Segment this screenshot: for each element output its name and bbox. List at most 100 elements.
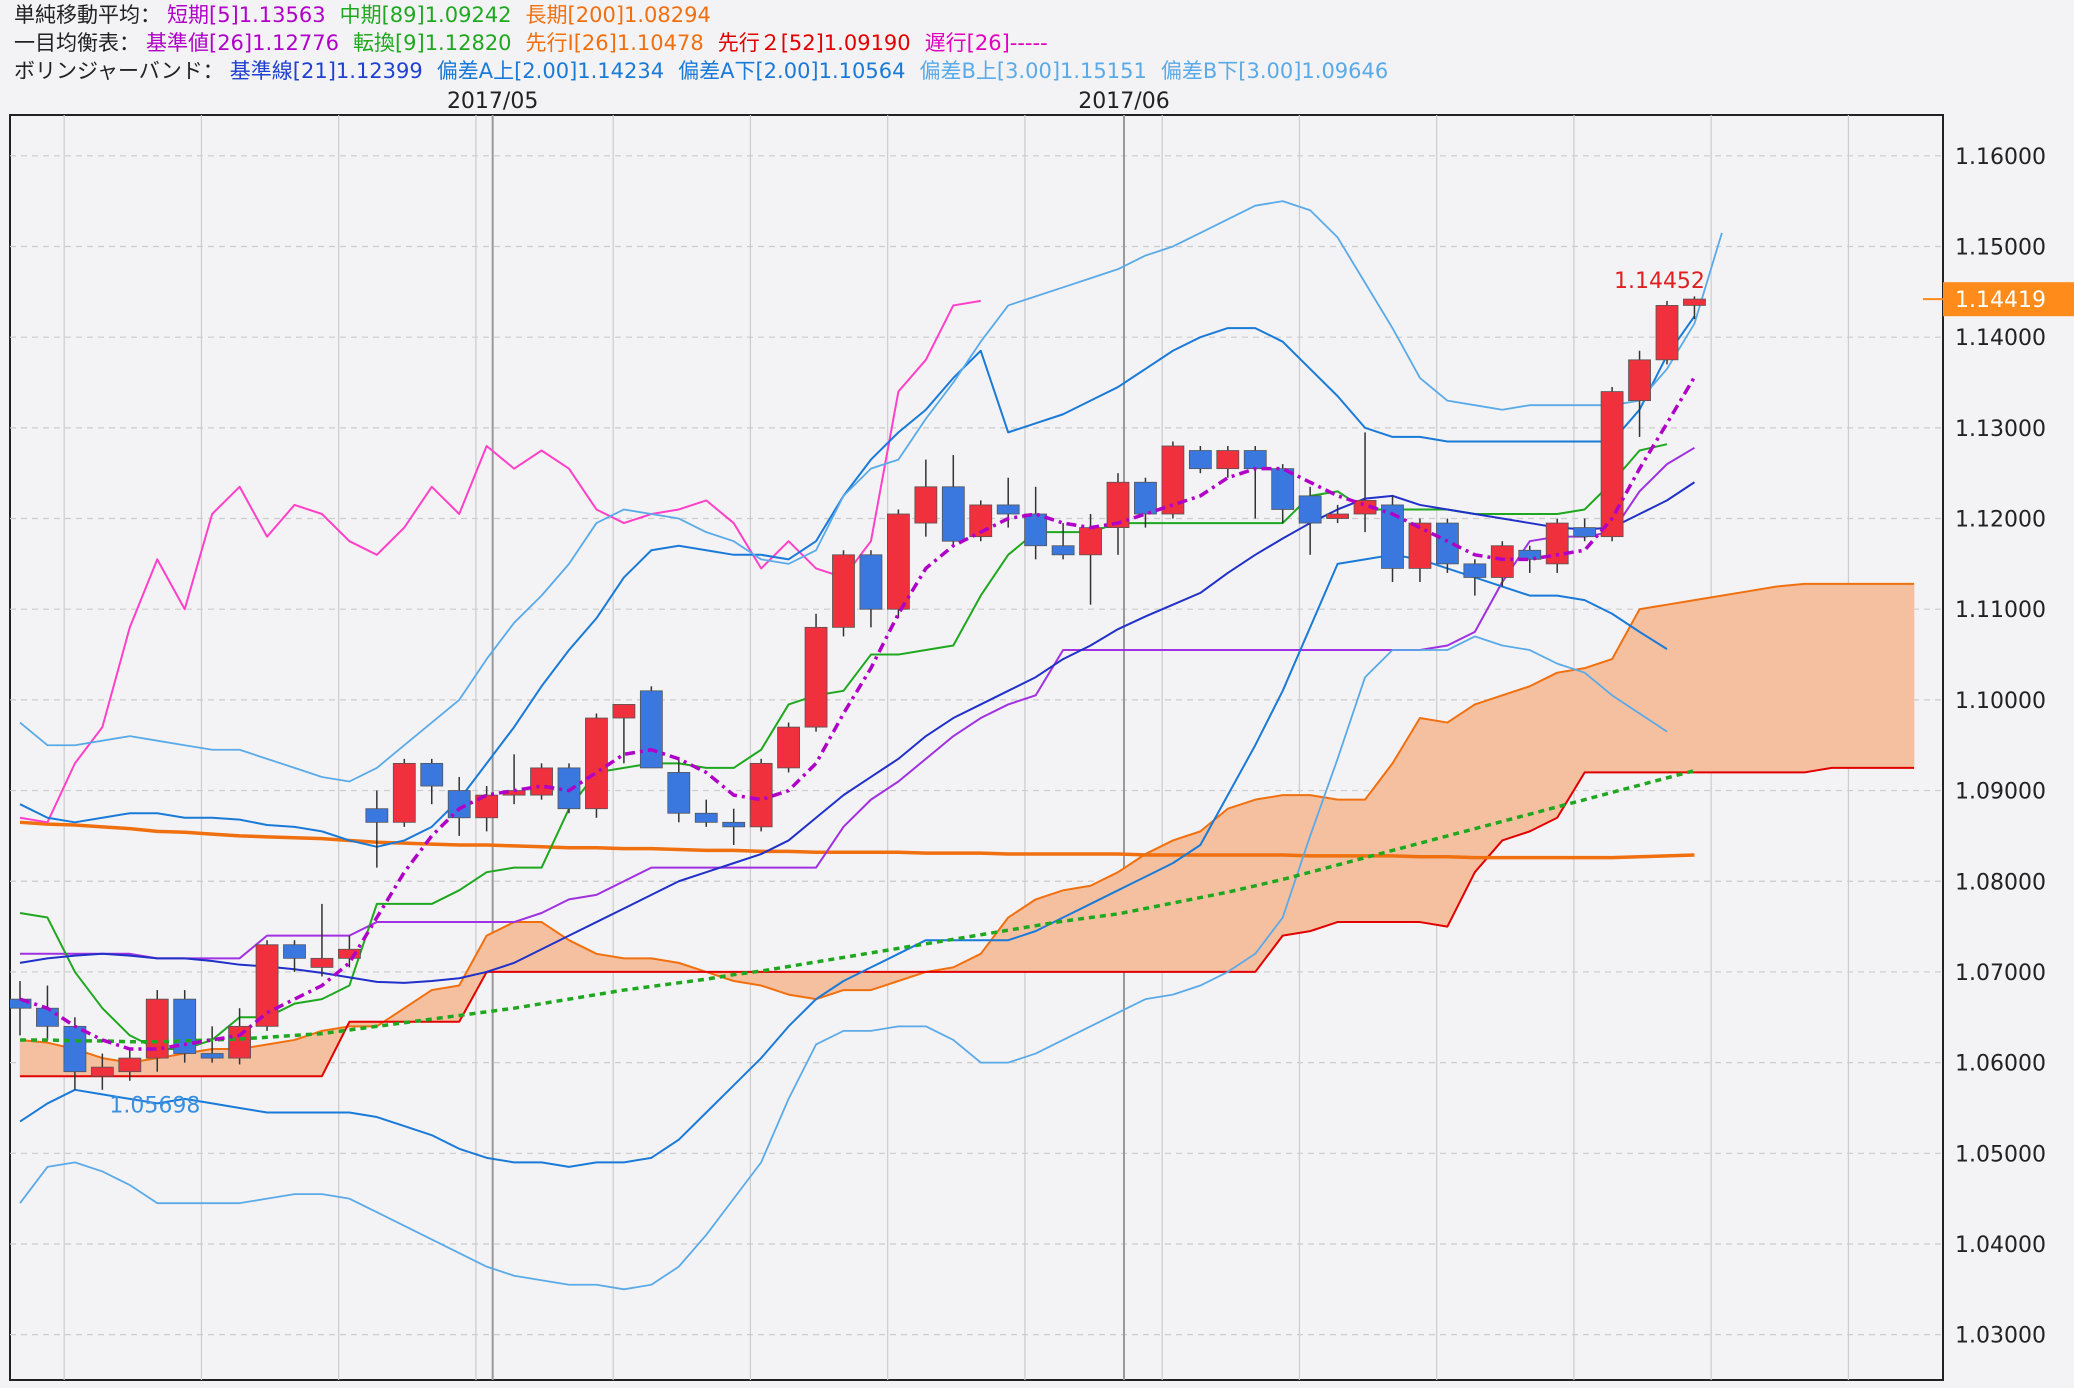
candle-body [667, 772, 691, 814]
candle [1216, 445, 1240, 478]
candle [585, 713, 608, 818]
y-tick-label: 1.12000 [1955, 508, 2046, 533]
legend-bb-up2: 偏差A上[2.00]1.14234 [436, 59, 665, 83]
candle-body [1161, 445, 1185, 515]
candle-body [1271, 468, 1295, 510]
candle-body [1518, 549, 1542, 560]
candle-body [585, 717, 608, 810]
candle [63, 1017, 87, 1090]
candle-body [283, 944, 306, 959]
legend-sma: 単純移動平均： 短期[5]1.13563 中期[89]1.09242 長期[200]1… [14, 2, 725, 28]
candle-body [1381, 504, 1404, 569]
y-tick-label: 1.06000 [1955, 1052, 2046, 1077]
candle [530, 763, 553, 800]
candle [420, 758, 444, 805]
candle-body [310, 957, 334, 968]
candle-body [996, 504, 1020, 515]
cloud-segment [623, 958, 652, 973]
candle [475, 786, 499, 832]
candle-body [1298, 495, 1322, 524]
cloud-segment [1090, 871, 1119, 973]
legend-ichimoku-senkou1: 先行Ⅰ[26]1.10478 [525, 31, 704, 55]
legend-sma-mid: 中期[89]1.09242 [339, 3, 512, 27]
candle-body [941, 486, 965, 542]
cloud-segment [1282, 794, 1311, 936]
series-sma_long [20, 768, 1695, 1044]
candle [1326, 504, 1349, 524]
candle [365, 790, 389, 868]
cloud-segment [513, 921, 542, 973]
candle [1463, 559, 1487, 596]
series-sma_mid [19, 820, 1695, 860]
candle-body [392, 762, 416, 823]
candle [145, 990, 169, 1072]
candle [804, 613, 828, 732]
legend-bollinger-label: ボリンジャーバンド： [14, 59, 224, 83]
candle-body [475, 794, 499, 819]
candle [173, 990, 197, 1063]
candle [200, 1026, 224, 1063]
plot-layer [10, 200, 1915, 1291]
candle [1161, 441, 1185, 519]
candle-body [1463, 563, 1487, 578]
y-tick-label: 1.04000 [1955, 1233, 2046, 1258]
candle [1408, 518, 1432, 583]
candle-body [722, 821, 746, 828]
candle [1243, 445, 1267, 519]
y-tick-label: 1.03000 [1955, 1324, 2046, 1349]
cloud-segment [1776, 583, 1805, 773]
current-price-tag [1943, 282, 2074, 317]
series-bb_mid [19, 481, 1696, 984]
candle [36, 985, 59, 1040]
candle-body [63, 1025, 87, 1073]
candle [1024, 486, 1048, 560]
cloud-segment [1309, 794, 1338, 932]
cloud-segment [1062, 885, 1091, 973]
y-tick-label: 1.16000 [1955, 145, 2046, 170]
candle-body [859, 554, 883, 610]
candle-body [1188, 450, 1212, 470]
candle-body [1628, 359, 1651, 402]
candle-body [557, 767, 581, 810]
candle [337, 935, 361, 968]
candle-body [255, 944, 279, 1027]
candle [1353, 432, 1377, 533]
candle [1106, 473, 1130, 555]
candle-body [1573, 527, 1597, 538]
legend-bb-up3: 偏差B上[3.00]1.15151 [919, 59, 1147, 83]
legend-sma-short: 短期[5]1.13563 [167, 3, 326, 27]
candle [941, 455, 965, 546]
y-tick-label: 1.09000 [1955, 780, 2046, 805]
candle [1573, 518, 1597, 542]
candle [1381, 495, 1404, 583]
cloud-segment [1639, 604, 1668, 773]
cloud-segment [1035, 889, 1064, 973]
candle-body [228, 1025, 252, 1059]
month-label: 2017/05 [447, 89, 538, 114]
y-tick-label: 1.13000 [1955, 417, 2046, 442]
candle-body [1436, 522, 1459, 565]
cloud-segment [1804, 583, 1832, 773]
candle [749, 758, 773, 832]
candle-body [914, 486, 938, 524]
candle [557, 763, 581, 814]
candle-body [1216, 450, 1240, 470]
candle [859, 550, 883, 628]
candle-body [1683, 298, 1706, 306]
candle-body [90, 1066, 114, 1077]
candle-body [832, 554, 855, 628]
cloud-segment [1502, 685, 1530, 841]
candle [1271, 464, 1295, 524]
candle [612, 704, 636, 764]
candle [777, 722, 800, 773]
cloud-segment [266, 1039, 295, 1077]
candle [639, 686, 663, 769]
candle [1655, 300, 1679, 365]
candle [447, 776, 471, 836]
candle [1628, 350, 1651, 437]
candle-body [530, 767, 553, 796]
candle [1490, 541, 1514, 587]
candle [1298, 486, 1322, 555]
